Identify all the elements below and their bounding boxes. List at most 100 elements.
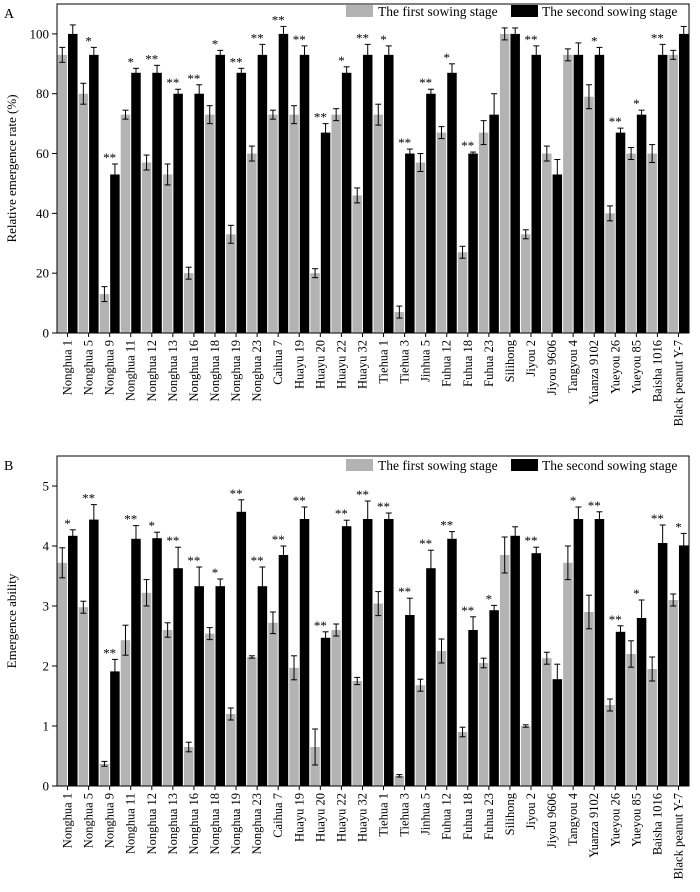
x-tick-label: Huayu 20 xyxy=(313,793,327,842)
bar-first-sowing xyxy=(289,114,299,333)
bar-second-sowing xyxy=(573,54,584,333)
bar-first-sowing xyxy=(584,612,594,786)
bar-second-sowing xyxy=(320,637,331,786)
bar-second-sowing xyxy=(426,568,436,786)
bar-second-sowing xyxy=(194,586,204,786)
bar-second-sowing xyxy=(615,132,626,333)
x-tick-label: Jiyou 2 xyxy=(524,340,538,376)
bar-second-sowing xyxy=(131,72,141,334)
bar-first-sowing xyxy=(57,562,68,786)
bar-second-sowing xyxy=(468,153,478,333)
significance-mark: * xyxy=(127,54,134,69)
significance-mark: ** xyxy=(293,493,306,508)
significance-mark: ** xyxy=(525,533,538,548)
y-axis-label: Emergence ability xyxy=(4,573,19,668)
bar-second-sowing xyxy=(468,630,478,786)
plot-frame xyxy=(56,3,690,334)
bar-second-sowing xyxy=(489,610,499,786)
significance-mark: ** xyxy=(651,511,664,526)
x-tick-label: Nonghua 23 xyxy=(250,340,264,401)
significance-mark: ** xyxy=(103,645,116,660)
bar-first-sowing xyxy=(247,657,257,786)
significance-mark: ** xyxy=(187,553,200,568)
bar-second-sowing xyxy=(194,93,204,334)
significance-mark: * xyxy=(486,591,493,606)
significance-mark: * xyxy=(380,32,387,47)
significance-mark: ** xyxy=(166,75,179,90)
x-tick-label: Silihong xyxy=(503,792,517,835)
y-tick-label: 80 xyxy=(36,86,49,101)
bar-first-sowing xyxy=(226,234,236,333)
legend: The first sowing stage The second sowing … xyxy=(346,458,677,473)
x-tick-label: Jiyou 2 xyxy=(524,793,538,829)
bar-second-sowing xyxy=(573,519,584,786)
y-tick-label: 60 xyxy=(36,146,49,161)
bar-first-sowing xyxy=(352,681,362,786)
bar-second-sowing xyxy=(678,33,689,334)
bar-first-sowing xyxy=(352,195,362,333)
bar-first-sowing xyxy=(542,153,552,333)
bar-second-sowing xyxy=(110,174,120,333)
x-tick-label: Yueyou 85 xyxy=(629,793,643,847)
significance-mark: ** xyxy=(251,30,264,45)
significance-mark: ** xyxy=(377,499,390,514)
bar-first-sowing xyxy=(457,252,468,333)
bar-second-sowing xyxy=(278,33,289,334)
x-tick-label: Tiehua 3 xyxy=(398,340,412,384)
legend-swatch-second xyxy=(511,5,538,17)
bar-second-sowing xyxy=(678,545,689,786)
x-tick-label: Yueyou 26 xyxy=(608,340,622,394)
bar-first-sowing xyxy=(183,747,194,786)
bar-first-sowing xyxy=(289,667,299,786)
significance-mark: ** xyxy=(356,487,369,502)
legend-label-first: The first sowing stage xyxy=(378,458,498,473)
significance-mark: * xyxy=(675,519,682,534)
x-tick-label: Nonghua 11 xyxy=(124,793,138,854)
x-tick-label: Nonghua 11 xyxy=(124,340,138,401)
significance-mark: ** xyxy=(440,518,453,533)
y-axis-label: Relative emergence rate (%) xyxy=(4,94,19,242)
bar-second-sowing xyxy=(405,153,415,333)
bar-second-sowing xyxy=(594,519,605,786)
significance-mark: ** xyxy=(293,32,306,47)
x-tick-label: Nonghua 9 xyxy=(103,340,117,395)
x-tick-label: Jiyou 9606 xyxy=(545,340,559,395)
significance-mark: * xyxy=(149,518,156,533)
significance-mark: ** xyxy=(145,51,158,66)
significance-mark: ** xyxy=(187,71,200,86)
bar-first-sowing xyxy=(647,153,657,333)
significance-mark: * xyxy=(64,516,71,531)
bar-second-sowing xyxy=(257,586,268,786)
plot-frame xyxy=(56,455,690,787)
bar-first-sowing xyxy=(247,153,257,333)
x-tick-label: Huayu 19 xyxy=(292,793,306,842)
x-tick-label: Tangyou 4 xyxy=(566,792,580,846)
bar-second-sowing xyxy=(236,72,247,334)
significance-mark: ** xyxy=(419,536,432,551)
significance-mark: * xyxy=(570,493,577,508)
significance-mark: * xyxy=(633,96,640,111)
bar-first-sowing xyxy=(78,607,89,786)
significance-mark: * xyxy=(633,586,640,601)
panel-label: A xyxy=(4,7,15,22)
x-tick-label: Silihong xyxy=(503,339,517,382)
bar-second-sowing xyxy=(552,174,563,333)
significance-mark: * xyxy=(212,565,219,580)
significance-mark: ** xyxy=(651,30,664,45)
x-tick-label: Fuhua 18 xyxy=(461,340,475,387)
bar-second-sowing xyxy=(278,555,289,786)
bar-first-sowing xyxy=(542,658,552,786)
x-tick-label: Nonghua 13 xyxy=(166,793,180,854)
bar-second-sowing xyxy=(510,33,520,334)
x-tick-label: Huayu 22 xyxy=(334,340,348,389)
legend-label-second: The second sowing stage xyxy=(542,458,677,473)
x-tick-label: Black peanut Y-7 xyxy=(671,340,685,426)
bar-second-sowing xyxy=(89,519,99,786)
bar-first-sowing xyxy=(436,132,447,333)
x-tick-label: Nonghua 12 xyxy=(145,340,159,401)
bar-second-sowing xyxy=(657,543,668,786)
x-tick-label: Huayu 32 xyxy=(355,793,369,842)
x-tick-label: Nonghua 19 xyxy=(229,340,243,401)
y-tick-label: 4 xyxy=(43,539,50,554)
